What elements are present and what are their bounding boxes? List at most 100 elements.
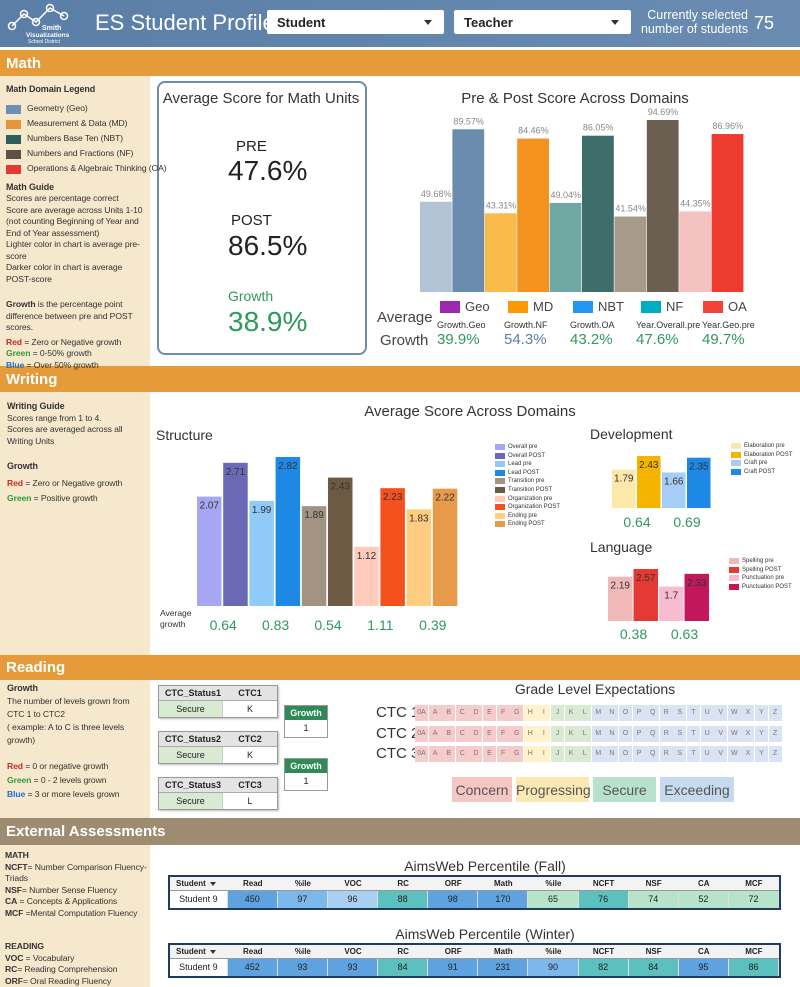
level-cell: S: [673, 746, 687, 762]
legend: Spelling pre Spelling POST Punctuation pre…: [729, 558, 795, 592]
value-label: 1.79: [614, 474, 634, 485]
bar: [711, 134, 744, 292]
scorecard-row-label: Growth: [380, 332, 429, 349]
table-cell: 90: [528, 959, 579, 976]
level-cell: E: [483, 725, 496, 742]
guide-key: Blue: [6, 359, 25, 370]
legend-swatch: [495, 444, 505, 450]
bar: [679, 211, 711, 292]
legend-swatch: [729, 583, 739, 590]
table-header-row: CTC_Status2 CTC2: [159, 732, 277, 747]
level-cell: Y: [755, 725, 768, 742]
table-header: CTC1: [238, 688, 262, 698]
guide-text: = Zero or Negative growth: [21, 336, 122, 347]
growth-box-title: Growth: [285, 706, 327, 720]
legend-label: Overall POST: [508, 452, 546, 459]
guide-text: = Zero or Negative growth: [22, 477, 123, 488]
guide-text: = 3 or more levels grown: [25, 788, 120, 799]
legend-label: Measurement & Data (MD): [27, 118, 128, 129]
section-bar: Math: [0, 50, 800, 76]
guide-text: = 0 or negative growth: [22, 760, 109, 771]
table-header: Math: [493, 947, 513, 956]
table-header: CTC_Status3: [165, 780, 222, 790]
level-cell: G: [510, 725, 524, 742]
legend-label: NBT: [598, 299, 624, 314]
student-dropdown[interactable]: Student: [267, 10, 444, 34]
legend-label: Transition POST: [508, 486, 553, 493]
chart-subtitle: Structure: [156, 427, 213, 443]
guide-key: Green: [7, 774, 32, 785]
legend: Elaboration pre Elaboration POST Craft pre…: [731, 443, 793, 477]
legend-item: Transition pre: [495, 478, 587, 485]
legend-swatch: [731, 451, 741, 458]
legend-box: Exceeding: [660, 777, 734, 802]
value-label: 86.96%: [713, 121, 744, 131]
legend-box: Progressing: [516, 777, 591, 802]
sidebar: [0, 392, 150, 655]
row-label: CTC 2: [376, 724, 420, 742]
legend-label: Lead pre: [508, 461, 532, 468]
level-cell: J: [551, 746, 564, 762]
scorecard-label: Year.Geo.pre: [702, 320, 755, 330]
value-label: 2.22: [435, 493, 455, 504]
level-cell: G: [510, 705, 524, 721]
level-cell: Q: [646, 705, 660, 721]
bar: [637, 456, 661, 508]
table-cell: Secure: [159, 701, 223, 717]
scorecard-row-label: Average: [377, 309, 433, 326]
level-cell: Z: [768, 705, 782, 721]
table-header: Student: [170, 945, 228, 958]
level-cell: B: [442, 746, 456, 762]
level-cell: H: [523, 746, 537, 762]
level-cell: N: [605, 705, 619, 721]
level-cell: K: [564, 746, 578, 762]
bar: [420, 201, 452, 292]
legend-label: Punctuation POST: [742, 583, 792, 590]
level-cell: W: [727, 746, 741, 762]
growth-value: 38.9%: [228, 306, 308, 337]
legend-item: Organization pre: [495, 495, 587, 503]
table-header: CA: [697, 879, 710, 888]
guide-text: = Number Comparison Fluency-Triads: [5, 861, 147, 884]
legend-swatch: [6, 119, 21, 129]
level-cell: B: [442, 725, 456, 742]
table-cell: 65: [528, 891, 579, 908]
table-cell: 74: [628, 891, 679, 908]
legend-swatch: [495, 469, 505, 476]
legend-label: Punctuation pre: [742, 575, 785, 582]
legend-label: Overall pre: [508, 444, 538, 450]
guide-line: Scores range from 1 to 4.: [7, 412, 102, 423]
level-cell: M: [591, 746, 605, 762]
legend-item: Elaboration pre: [731, 443, 793, 450]
table-header: CTC_Status1: [165, 688, 222, 698]
text-block: Growth The number of levels grown from CT…: [7, 683, 145, 801]
table-header: %ile: [545, 947, 562, 956]
post-value: 86.5%: [228, 230, 308, 261]
assessment-table: Student Read %ile VOC RC ORF Math %ile NCFT NSF CA…: [168, 943, 781, 978]
level-cell: N: [605, 746, 619, 762]
table-cell: 52: [678, 891, 729, 908]
row-label: CTC 1: [376, 704, 420, 721]
value-label: 2.19: [611, 581, 631, 592]
legend-item: Organization POST: [495, 504, 587, 511]
guide-key: Blue: [7, 788, 26, 799]
guide-text: = Vocabulary: [23, 952, 75, 963]
growth-value: 0.83: [261, 617, 290, 633]
bar: [582, 135, 614, 292]
level-cell: L: [578, 705, 592, 721]
guide-line: RC= Reading Comprehension: [5, 964, 150, 976]
legend-swatch: [495, 521, 505, 528]
bar: [517, 138, 549, 292]
logo-icon: [7, 3, 69, 31]
table-cell: K: [246, 750, 253, 760]
guide-key: Red: [7, 760, 23, 771]
guide-line: Green = Positive growth: [7, 491, 145, 506]
table-row: Student 9 450 97 96 88 98 170 65 76 74 52 72: [170, 891, 780, 908]
level-cell: B: [442, 705, 456, 721]
section-bar: Writing: [0, 366, 800, 392]
level-cell: X: [741, 746, 755, 762]
teacher-dropdown[interactable]: Teacher: [454, 10, 631, 34]
level-cell: 0A: [415, 705, 428, 721]
legend-item: Punctuation POST: [729, 583, 795, 591]
